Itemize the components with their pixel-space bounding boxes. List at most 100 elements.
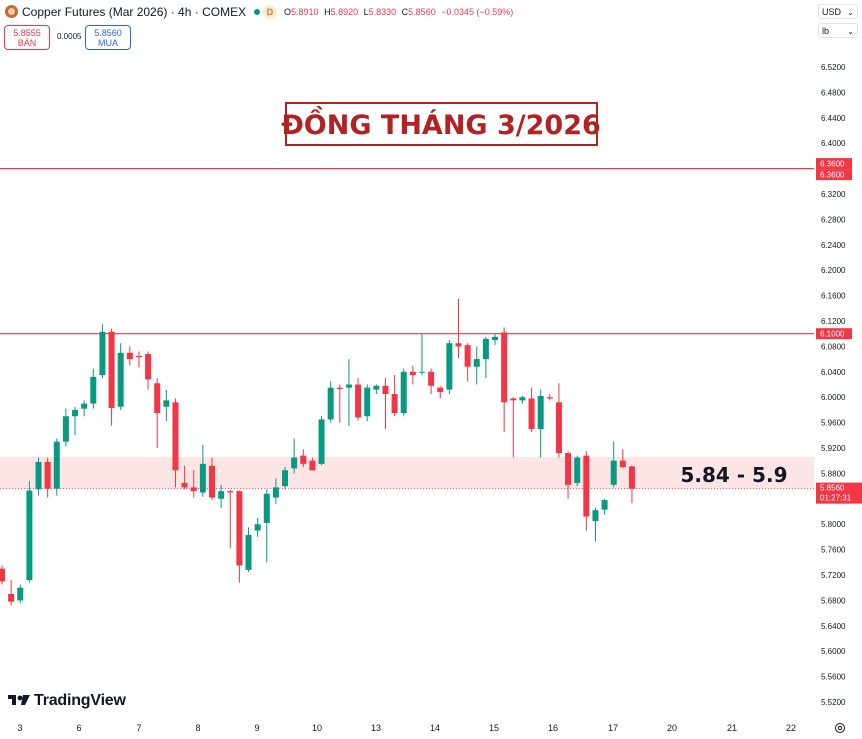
price-label: 6.3600 [820,160,845,169]
settings-icon[interactable] [834,722,846,734]
zone-label: 5.84 - 5.9 [680,463,787,487]
y-tick-label: 5.7200 [821,571,846,580]
x-tick-label: 22 [786,723,796,733]
ohlc-readout: O5.8910 H5.8920 L5.8330 C5.8560 −0.0345 … [284,7,516,17]
candle-body [272,487,279,498]
candle-body [382,385,389,395]
candle-body [455,343,462,347]
buy-button[interactable]: 5.8560 MUA [85,25,131,50]
candle-body [53,441,60,489]
candle-body [336,387,343,389]
y-tick-label: 5.8800 [821,469,846,478]
y-tick-label: 5.6800 [821,596,846,605]
candle-body [181,482,188,488]
y-tick-label: 5.5200 [821,698,846,707]
symbol-title[interactable]: Copper Futures (Mar 2026) · 4h · COMEX [22,5,247,19]
candle-body [345,384,352,388]
candle-body [555,402,562,454]
candle-body [245,534,252,570]
candle-body [72,409,79,417]
chart-title-group: ĐỒNG THÁNG 3/2026 [281,102,601,146]
sell-price: 5.8555 [13,28,41,38]
ohlc-low-key: L [363,7,369,17]
ohlc-high-key: H [324,7,331,17]
unit-select[interactable]: lb ⌄ [818,23,858,38]
current-price-label: 5.8560 [820,484,845,493]
price-label: 6.1000 [820,330,845,339]
market-status-icon[interactable] [254,9,260,15]
candle-body [601,500,608,510]
chevron-down-icon: ⌄ [847,27,854,36]
y-tick-label: 6.0000 [821,393,846,402]
y-tick-label: 6.4800 [821,88,846,97]
y-tick-label: 5.6000 [821,647,846,656]
tradingview-logo-icon [8,695,30,705]
x-tick-label: 17 [608,723,618,733]
x-tick-label: 3 [17,723,22,733]
x-tick-label: 16 [548,723,558,733]
ohlc-open-key: O [284,7,292,17]
candle-body [145,354,152,380]
buy-label: MUA [98,38,118,48]
candle-body [574,457,581,483]
candle-body [282,470,289,487]
candle-body [619,460,626,468]
candle-body [172,402,179,471]
chart-title: ĐỒNG THÁNG 3/2026 [281,105,601,141]
candle-body [90,376,97,404]
price-label: 6.3600 [820,171,845,180]
candle-body [373,385,380,390]
candle-body [537,395,544,429]
x-tick-label: 6 [76,723,81,733]
candle-body [428,371,435,386]
candle-body [391,394,398,414]
candle-body [565,453,572,485]
buy-price: 5.8560 [94,28,122,38]
y-tick-label: 6.0400 [821,368,846,377]
currency-select[interactable]: USD ⌄ [818,4,858,19]
candle-body [81,403,88,409]
candle-body [126,352,133,360]
candle-body [409,371,416,375]
price-label-bg [816,169,852,181]
candle-body [300,455,307,464]
candle-body [492,336,499,341]
support-zone [0,456,814,490]
x-tick-label: 10 [312,723,322,733]
ohlc-high-value: 5.8920 [330,7,359,17]
candle-body [519,397,526,401]
candle-body [400,371,407,414]
spread-value: 0.0005 [57,32,82,41]
candle-body [227,491,234,493]
candle-body [190,487,197,492]
tradingview-logo-text: TradingView [34,692,126,709]
candle-body [26,490,33,581]
candle-body [355,384,362,418]
y-tick-label: 5.5600 [821,673,846,682]
delayed-data-badge[interactable]: D [263,5,277,19]
candle-body [464,345,471,367]
y-tick-label: 6.3200 [821,190,846,199]
candle-body [364,387,371,417]
chevron-down-icon: ⌄ [847,8,854,17]
candle-body [318,419,325,464]
candle-body [163,400,170,407]
x-tick-label: 9 [254,723,259,733]
candle-body [254,524,261,531]
candle-body [0,568,5,582]
x-tick-label: 21 [727,723,737,733]
candle-body [62,416,69,442]
currency-value: USD [822,7,842,17]
candle-body [592,510,599,522]
y-tick-label: 6.2800 [821,215,846,224]
x-tick-label: 8 [195,723,200,733]
candle-body [291,457,298,469]
candle-body [199,463,206,493]
countdown-label: 01:27:31 [820,494,852,503]
sell-label: BÁN [17,38,37,48]
sell-button[interactable]: 5.8555 BÁN [4,25,50,50]
candle-body [628,466,635,489]
candle-body [583,455,590,517]
candle-body [528,398,535,429]
